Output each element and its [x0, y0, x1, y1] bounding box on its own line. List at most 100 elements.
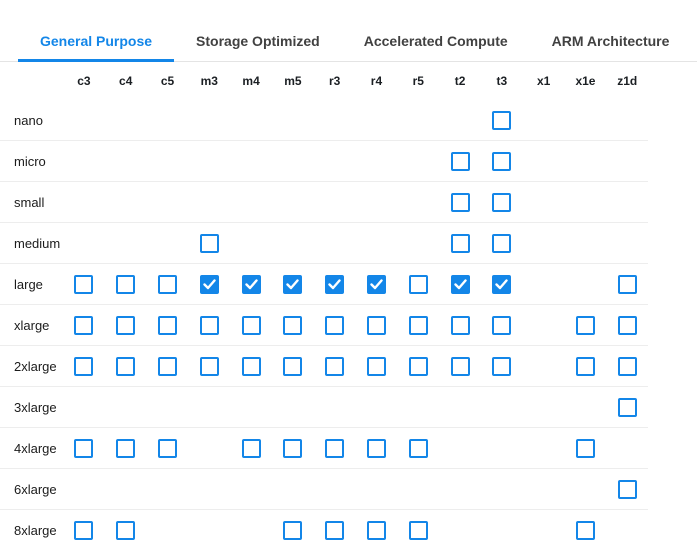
checkbox-xlarge-c3[interactable]: [74, 315, 94, 335]
checkbox-small-t3[interactable]: [492, 192, 512, 212]
checkbox-2xlarge-x1e[interactable]: [575, 356, 595, 376]
matrix-cell: [230, 100, 272, 140]
tab-general-purpose[interactable]: General Purpose: [18, 22, 175, 62]
checkbox-large-m5-checked[interactable]: [283, 274, 303, 294]
checkbox-2xlarge-m3[interactable]: [199, 356, 219, 376]
checkbox-4xlarge-c5[interactable]: [157, 438, 177, 458]
checkbox-8xlarge-x1e[interactable]: [575, 521, 595, 540]
checkbox-2xlarge-c5[interactable]: [157, 356, 177, 376]
column-header-c5: c5: [160, 74, 175, 88]
checkbox-2xlarge-z1d[interactable]: [617, 356, 637, 376]
checkbox-xlarge-t2[interactable]: [450, 315, 470, 335]
checkbox-2xlarge-t3[interactable]: [492, 356, 512, 376]
matrix-cell: [397, 510, 439, 546]
checkbox-large-m3-checked[interactable]: [199, 274, 219, 294]
column-header-c3: c3: [77, 74, 91, 88]
checkbox-large-c5[interactable]: [157, 274, 177, 294]
row-label: nano: [14, 112, 43, 128]
matrix-cell: [188, 305, 230, 345]
matrix-cell: [565, 264, 607, 304]
checkbox-2xlarge-r5[interactable]: [408, 356, 428, 376]
checkbox-4xlarge-r3[interactable]: [325, 438, 345, 458]
matrix-cell: [523, 428, 565, 468]
checkbox-4xlarge-x1e[interactable]: [575, 438, 595, 458]
checkbox-medium-m3[interactable]: [199, 233, 219, 253]
checkbox-4xlarge-c3[interactable]: [74, 438, 94, 458]
checkbox-xlarge-x1e[interactable]: [575, 315, 595, 335]
checkbox-xlarge-t3[interactable]: [492, 315, 512, 335]
checkbox-xlarge-r4[interactable]: [366, 315, 386, 335]
checkbox-large-c3[interactable]: [74, 274, 94, 294]
checkbox-2xlarge-t2[interactable]: [450, 356, 470, 376]
checkbox-xlarge-m5[interactable]: [283, 315, 303, 335]
checkbox-4xlarge-r5[interactable]: [408, 438, 428, 458]
checkbox-4xlarge-c4[interactable]: [116, 438, 136, 458]
checkbox-4xlarge-r4[interactable]: [366, 438, 386, 458]
checkbox-8xlarge-r4[interactable]: [366, 521, 386, 540]
checkbox-xlarge-c4[interactable]: [116, 315, 136, 335]
checkbox-3xlarge-z1d[interactable]: [617, 397, 637, 417]
checkbox-2xlarge-r4[interactable]: [366, 356, 386, 376]
matrix-cell: [314, 223, 356, 263]
table-row-medium: medium: [0, 223, 648, 264]
checkbox-large-t3-checked[interactable]: [492, 274, 512, 294]
checkbox-xlarge-m4[interactable]: [241, 315, 261, 335]
tab-storage-optimized[interactable]: Storage Optimized: [174, 22, 342, 62]
checkbox-xlarge-r3[interactable]: [325, 315, 345, 335]
matrix-cell: [314, 510, 356, 546]
checkbox-nano-t3[interactable]: [492, 110, 512, 130]
checkbox-8xlarge-c3[interactable]: [74, 521, 94, 540]
checkbox-4xlarge-m4[interactable]: [241, 438, 261, 458]
matrix-cell: [272, 469, 314, 509]
matrix-cell: [63, 141, 105, 181]
checkbox-large-r4-checked[interactable]: [366, 274, 386, 294]
checkbox-2xlarge-m4[interactable]: [241, 356, 261, 376]
matrix-cell: [356, 305, 398, 345]
checkbox-medium-t3[interactable]: [492, 233, 512, 253]
checkbox-large-r3-checked[interactable]: [325, 274, 345, 294]
tab-accelerated-compute[interactable]: Accelerated Compute: [342, 22, 530, 62]
matrix-cell: [147, 346, 189, 386]
matrix-cell: [272, 182, 314, 222]
checkbox-large-m4-checked[interactable]: [241, 274, 261, 294]
checkbox-small-t2[interactable]: [450, 192, 470, 212]
matrix-cell: [272, 305, 314, 345]
checkbox-2xlarge-r3[interactable]: [325, 356, 345, 376]
matrix-cell: [481, 387, 523, 427]
checkbox-8xlarge-r5[interactable]: [408, 521, 428, 540]
matrix-cell: [481, 264, 523, 304]
matrix-cell: [606, 305, 648, 345]
checkbox-xlarge-r5[interactable]: [408, 315, 428, 335]
tab-bar: General Purpose Storage Optimized Accelera…: [0, 21, 697, 62]
checkbox-2xlarge-c3[interactable]: [74, 356, 94, 376]
checkbox-large-c4[interactable]: [116, 274, 136, 294]
checkbox-large-z1d[interactable]: [617, 274, 637, 294]
checkbox-xlarge-c5[interactable]: [157, 315, 177, 335]
checkbox-8xlarge-c4[interactable]: [116, 521, 136, 540]
checkbox-large-t2-checked[interactable]: [450, 274, 470, 294]
matrix-cell: [439, 346, 481, 386]
checkbox-large-r5[interactable]: [408, 274, 428, 294]
checkbox-xlarge-m3[interactable]: [199, 315, 219, 335]
checkbox-medium-t2[interactable]: [450, 233, 470, 253]
matrix-cell: [397, 223, 439, 263]
matrix-cell: [481, 510, 523, 546]
checkbox-xlarge-z1d[interactable]: [617, 315, 637, 335]
checkbox-8xlarge-m5[interactable]: [283, 521, 303, 540]
checkbox-micro-t3[interactable]: [492, 151, 512, 171]
checkbox-8xlarge-r3[interactable]: [325, 521, 345, 540]
matrix-cell: [230, 182, 272, 222]
checkbox-2xlarge-m5[interactable]: [283, 356, 303, 376]
matrix-cell: [565, 428, 607, 468]
matrix-cell: [147, 100, 189, 140]
checkbox-micro-t2[interactable]: [450, 151, 470, 171]
matrix-cell: [523, 469, 565, 509]
checkbox-4xlarge-m5[interactable]: [283, 438, 303, 458]
checkbox-6xlarge-z1d[interactable]: [617, 479, 637, 499]
matrix-cell: [481, 428, 523, 468]
tab-arm-architecture[interactable]: ARM Architecture: [530, 22, 692, 62]
column-header-t2: t2: [454, 74, 466, 88]
matrix-cell: [397, 346, 439, 386]
matrix-cell: [439, 182, 481, 222]
checkbox-2xlarge-c4[interactable]: [116, 356, 136, 376]
